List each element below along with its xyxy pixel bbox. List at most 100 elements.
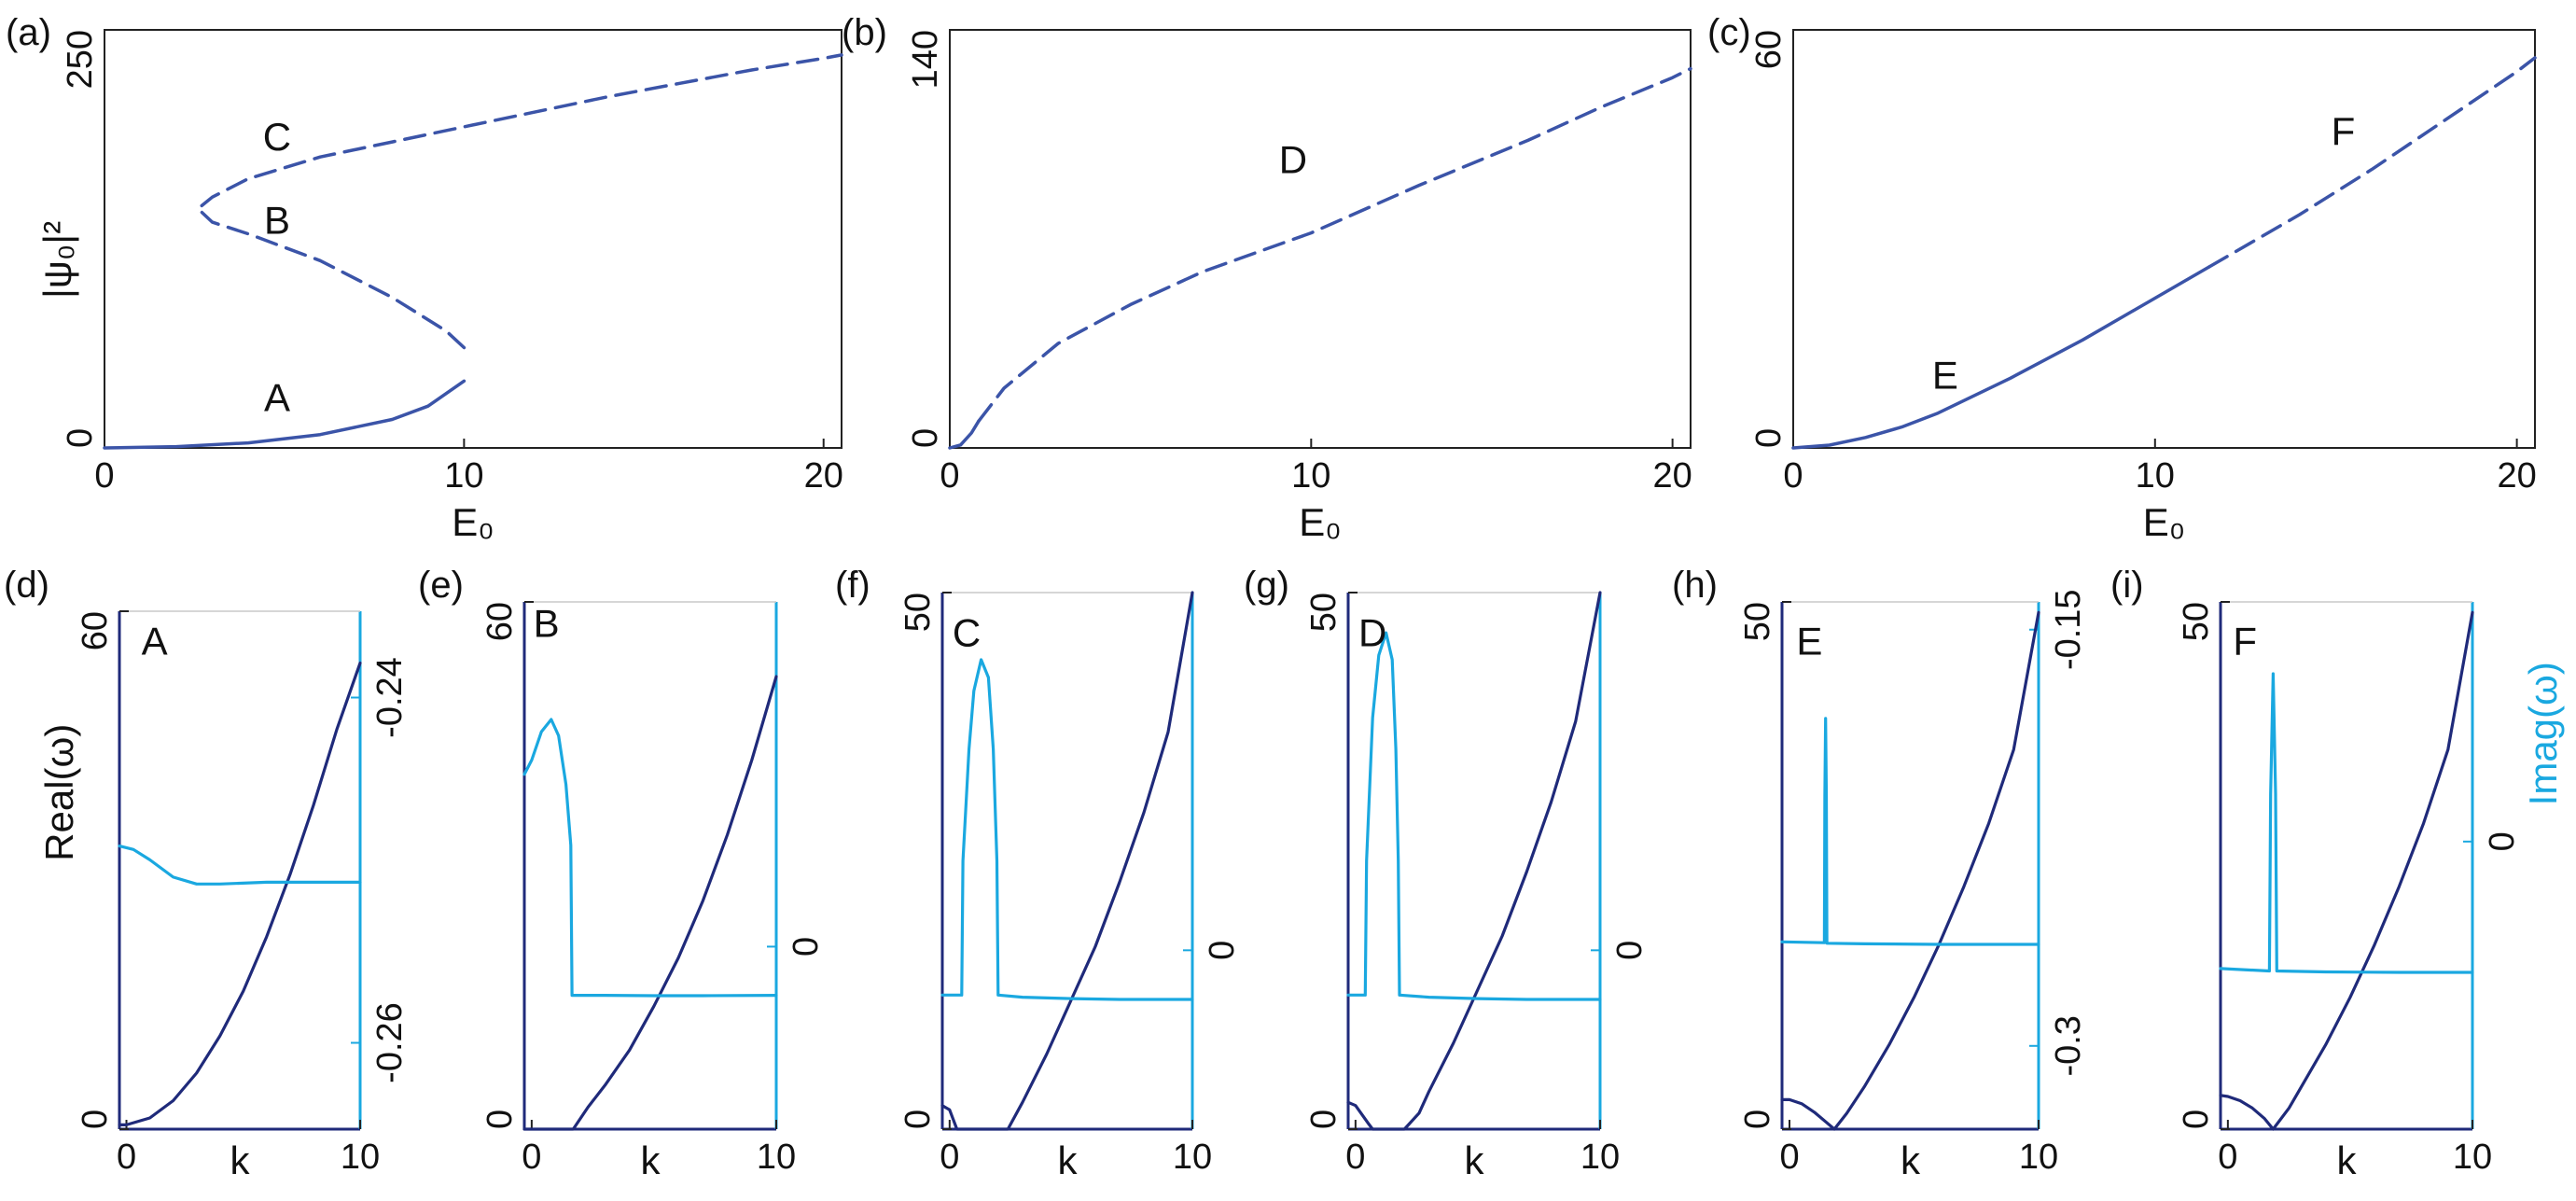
y-tick-label: 0: [2177, 1110, 2216, 1129]
x-axis-label: k: [1058, 1138, 1079, 1182]
y-tick-label: 140: [906, 30, 945, 89]
y-tick-label: 0: [480, 1110, 520, 1129]
y-tick-label: 0: [76, 1110, 115, 1129]
y2-tick-label: 0: [787, 937, 826, 957]
panel-label: (d): [4, 565, 49, 606]
y-tick-label: 0: [906, 428, 945, 448]
y-tick-label: 0: [1749, 428, 1789, 448]
annotation-D: D: [1279, 138, 1307, 182]
series-line-dashed: [196, 53, 843, 350]
y-tick-label: 0: [61, 428, 100, 448]
x-tick-label: 10: [2453, 1138, 2492, 1177]
y2-tick-label: 0: [1203, 941, 1242, 960]
x-axis-label: k: [230, 1138, 251, 1182]
y-tick-label: 0: [898, 1110, 938, 1129]
x-axis-label: E₀: [1299, 500, 1341, 544]
x-tick-label: 10: [2019, 1138, 2058, 1177]
y-tick-label: 50: [898, 593, 938, 632]
series-line-dashed: [977, 66, 1692, 423]
x-tick-label: 0: [522, 1138, 541, 1177]
annotation-D: D: [1358, 611, 1386, 655]
y-tick-label: 50: [2177, 602, 2216, 641]
panel-label: (a): [6, 12, 51, 53]
series-line-real: [1780, 610, 2040, 1131]
annotation-A: A: [142, 619, 168, 663]
series-line-solid: [103, 379, 466, 450]
y-tick-label: 60: [1749, 30, 1789, 69]
x-axis-label: k: [1901, 1138, 1921, 1182]
y-tick-label: 250: [61, 30, 100, 89]
series-line-real: [1346, 591, 1602, 1131]
annotation-E: E: [1932, 354, 1958, 398]
panel-label: (e): [418, 565, 464, 606]
x-axis-label: E₀: [452, 500, 494, 544]
x-axis-label: k: [1465, 1138, 1485, 1182]
x-tick-label: 0: [1345, 1138, 1365, 1177]
annotation-A: A: [264, 376, 290, 420]
y-axis-label: Real(ω): [37, 724, 81, 861]
x-axis-label: k: [641, 1138, 661, 1182]
x-tick-label: 20: [1652, 456, 1692, 496]
y2-tick-label: 0: [2483, 831, 2522, 851]
panel-label: (b): [842, 12, 887, 53]
annotation-C: C: [953, 611, 981, 655]
plot-frame: [1792, 29, 2536, 449]
series-line-imag: [522, 718, 778, 998]
panel-label: (c): [1707, 12, 1751, 53]
x-tick-label: 10: [444, 456, 483, 496]
annotation-E: E: [1796, 620, 1822, 663]
y2-tick-label: -0.15: [2049, 589, 2088, 670]
panel-b: (b) 0 10 20 0 140 E₀ D: [842, 12, 1692, 544]
y2-tick-label: -0.3: [2049, 1015, 2088, 1076]
series-line-real: [118, 661, 362, 1126]
x-tick-label: 10: [2136, 456, 2175, 496]
x-tick-label: 0: [94, 456, 114, 496]
panel-a: (a) 0 10 20 0 250 E₀ |ψ₀|² A BC: [6, 12, 843, 544]
x-axis-label: k: [2337, 1138, 2358, 1182]
series-line-real: [522, 675, 778, 1131]
x-tick-label: 10: [1580, 1138, 1620, 1177]
panel-c: (c) 0 10 20 0 60 E₀ E F: [1707, 12, 2537, 544]
y2-axis-label: Imag(ω): [2521, 662, 2565, 805]
x-tick-label: 10: [341, 1138, 380, 1177]
annotation-F: F: [2332, 109, 2356, 153]
y-tick-label: 50: [1304, 593, 1344, 632]
panel-label: (h): [1672, 565, 1718, 606]
x-tick-label: 20: [804, 456, 843, 496]
series-line-imag: [2219, 672, 2474, 974]
x-axis-label: E₀: [2143, 500, 2185, 544]
series-line-dashed: [2207, 56, 2537, 269]
panel-h: (h) 0 10 0 50 -0.15 -0.3 k E: [1672, 565, 2088, 1182]
x-tick-label: 0: [2218, 1138, 2237, 1177]
x-tick-label: 10: [1291, 456, 1330, 496]
panel-label: (f): [835, 565, 870, 606]
panel-label: (g): [1244, 565, 1289, 606]
y2-tick-label: -0.24: [370, 657, 410, 738]
panel-d: (d) 0 10 0 60 -0.24 -0.26 k Real(ω) A: [4, 565, 410, 1182]
panel-label: (i): [2110, 565, 2144, 606]
annotation-B: B: [264, 199, 290, 243]
x-tick-label: 0: [1783, 456, 1803, 496]
series-line-solid: [948, 419, 981, 450]
series-line-real: [940, 591, 1194, 1131]
y-tick-label: 0: [1738, 1110, 1777, 1129]
y-tick-label: 60: [76, 611, 115, 650]
x-tick-label: 0: [1779, 1138, 1799, 1177]
x-tick-label: 0: [117, 1138, 136, 1177]
series-line-imag: [118, 845, 362, 886]
annotation-F: F: [2233, 620, 2257, 663]
series-line-solid: [1791, 265, 2211, 450]
y2-tick-label: -0.26: [370, 1002, 410, 1083]
y-axis-label: |ψ₀|²: [35, 221, 79, 299]
series-line-imag: [1346, 631, 1602, 1001]
series-line-imag: [940, 658, 1194, 1001]
y-tick-label: 60: [480, 602, 520, 641]
y-tick-label: 0: [1304, 1110, 1344, 1129]
x-tick-label: 10: [1173, 1138, 1212, 1177]
x-tick-label: 0: [940, 1138, 959, 1177]
y2-tick-label: 0: [1610, 941, 1650, 960]
